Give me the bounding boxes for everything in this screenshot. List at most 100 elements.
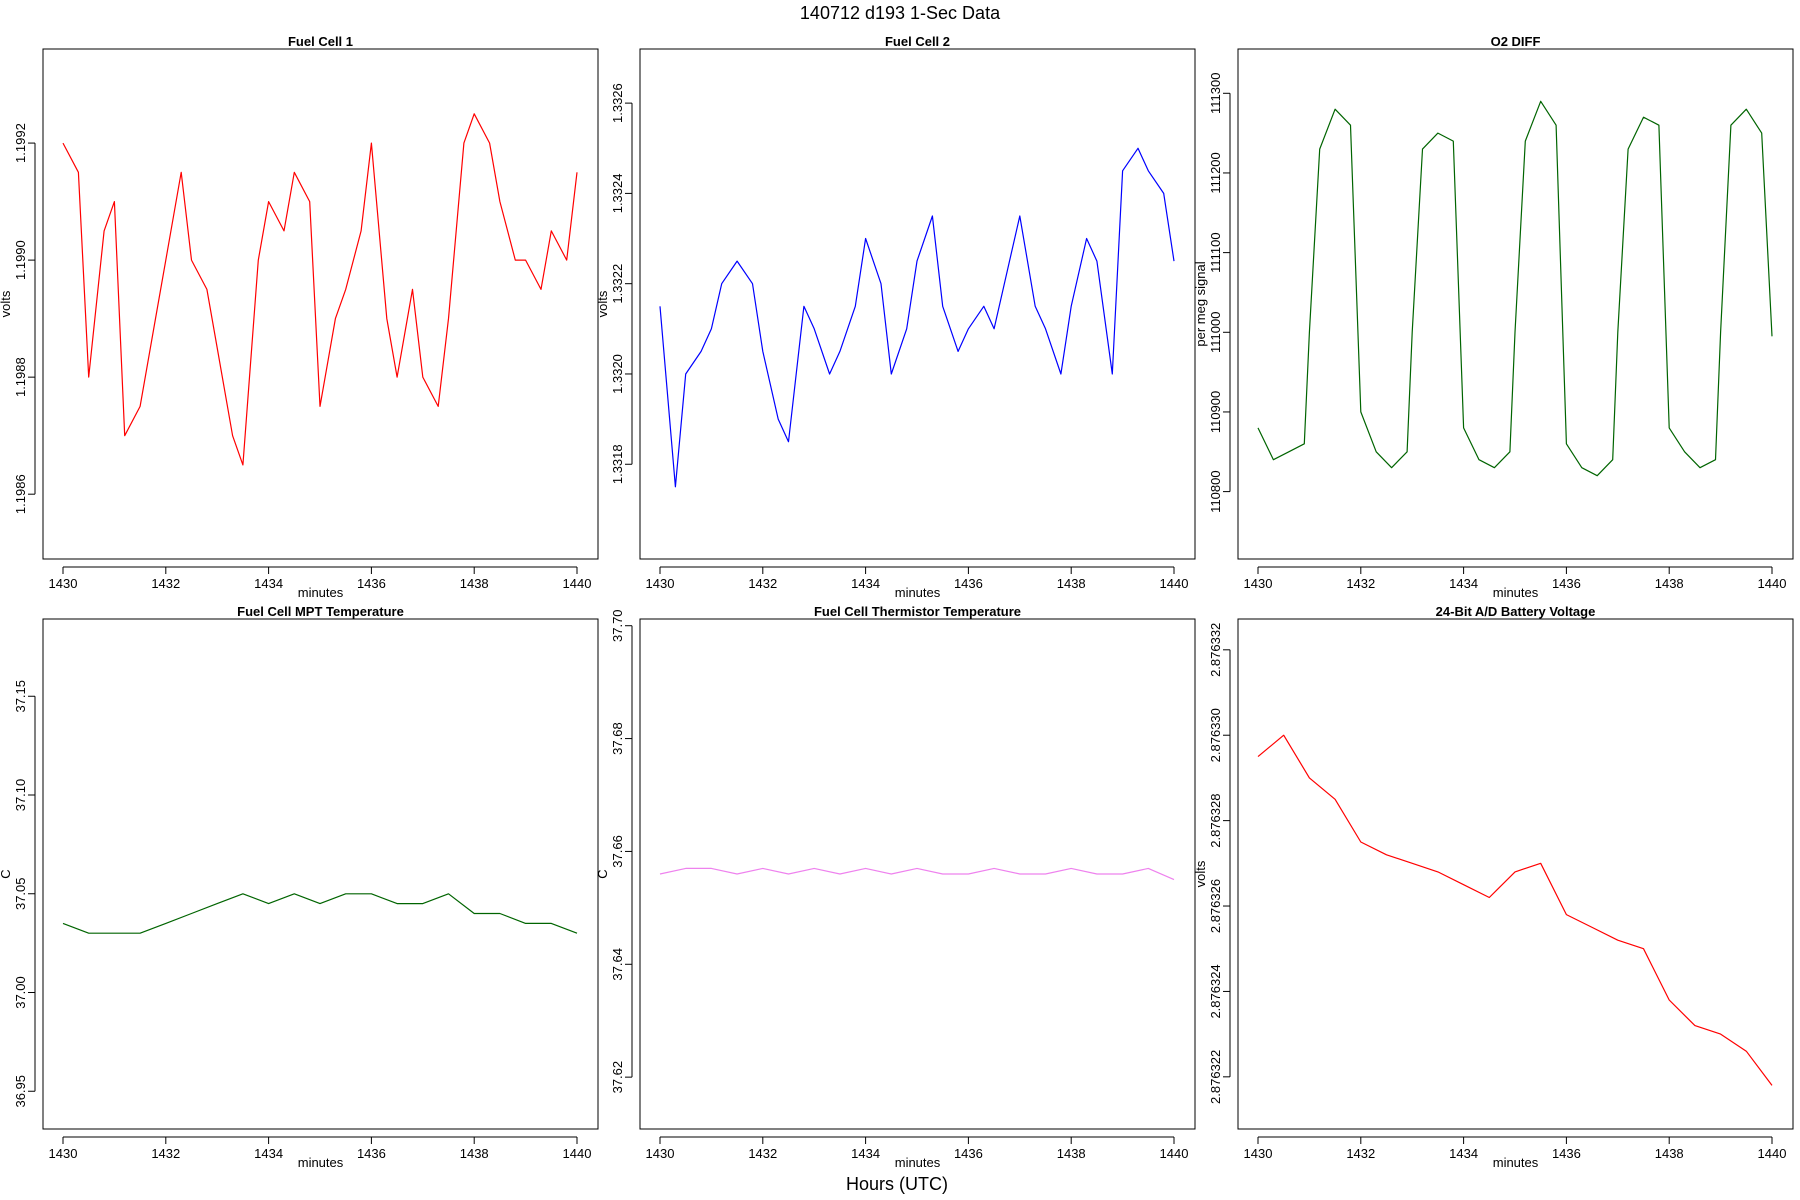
panel-2-y-tick-label: 1.3320 bbox=[610, 354, 625, 394]
panel-1-y-axis-label: volts bbox=[0, 290, 13, 317]
panel-2-fuel-cell-2: Fuel Cell 2 1430 1432 1434 1436 1438 1440 minut… bbox=[595, 34, 1196, 600]
panel-3-frame bbox=[1237, 48, 1794, 560]
panel-5-y-tick-label: 37.68 bbox=[610, 722, 625, 755]
panel-4-x-tick-label: 1434 bbox=[254, 1146, 283, 1161]
panel-1-x-tick-label: 1440 bbox=[563, 576, 592, 591]
panel-4-x-tick-label: 1432 bbox=[151, 1146, 180, 1161]
panel-3-y-tick-label: 111200 bbox=[1208, 152, 1223, 193]
panel-5-x-tick-label: 1440 bbox=[1160, 1146, 1189, 1161]
panel-4-x-axis-label: minutes bbox=[298, 1155, 344, 1170]
panel-1-x-tick-label: 1430 bbox=[49, 576, 78, 591]
panel-4-fuel-cell-mpt-temperature: Fuel Cell MPT Temperature 1430 1432 1434 143… bbox=[0, 604, 599, 1170]
panel-2-y-tick-label: 1.3322 bbox=[610, 264, 625, 304]
panel-5-y-axis-label: C bbox=[595, 869, 610, 878]
panel-3-x-tick-label: 1432 bbox=[1346, 576, 1375, 591]
panel-3-y-tick-label: 111300 bbox=[1208, 73, 1223, 114]
panel-6-y-tick-label: 2.876332 bbox=[1208, 623, 1223, 677]
panel-6-y-tick-label: 2.876322 bbox=[1208, 1050, 1223, 1104]
panel-2-y-axis-label: volts bbox=[595, 290, 610, 317]
panel-3-x-tick-label: 1434 bbox=[1449, 576, 1478, 591]
panel-3-y-axis-label: per meg signal bbox=[1193, 261, 1208, 346]
panel-1-x-tick-label: 1438 bbox=[460, 576, 489, 591]
panel-4-y-axis-label: C bbox=[0, 869, 13, 878]
panel-1-x-tick-label: 1432 bbox=[151, 576, 180, 591]
panel-2-x-tick-label: 1432 bbox=[748, 576, 777, 591]
panel-5-x-axis-label: minutes bbox=[895, 1155, 941, 1170]
panel-3-x-axis-label: minutes bbox=[1493, 585, 1539, 600]
panel-4-series-line bbox=[62, 893, 578, 934]
panel-1-y-tick-label: 1.1988 bbox=[13, 357, 28, 397]
panel-3-x-tick-label: 1436 bbox=[1552, 576, 1581, 591]
panel-2-x-tick-label: 1440 bbox=[1160, 576, 1189, 591]
panel-4-x-tick-label: 1440 bbox=[563, 1146, 592, 1161]
panel-4-y-tick-label: 37.00 bbox=[13, 976, 28, 1009]
panel-5-fuel-cell-thermistor-temperature: Fuel Cell Thermistor Temperature 1430 1432… bbox=[595, 604, 1196, 1170]
panel-3-x-tick-label: 1440 bbox=[1758, 576, 1787, 591]
panel-1-fuel-cell-1: Fuel Cell 1 1430 1432 1434 1436 1438 1440 minut… bbox=[0, 34, 599, 600]
panel-6-frame bbox=[1237, 618, 1794, 1130]
chart-panels: Fuel Cell 1 1430 1432 1434 1436 1438 1440 minut… bbox=[0, 34, 1794, 1170]
panel-5-x-tick-label: 1432 bbox=[748, 1146, 777, 1161]
panel-5-series-line bbox=[659, 867, 1175, 881]
panel-1-y-tick-label: 1.1986 bbox=[13, 474, 28, 514]
panel-5-y-tick-label: 37.64 bbox=[610, 948, 625, 981]
panel-6-x-tick-label: 1438 bbox=[1655, 1146, 1684, 1161]
panel-3-y-tick-label: 110900 bbox=[1208, 391, 1223, 433]
panel-5-y-tick-label: 37.70 bbox=[610, 609, 625, 642]
panel-6-y-tick-label: 2.876328 bbox=[1208, 794, 1223, 848]
panel-3-y-tick-label: 111100 bbox=[1208, 232, 1223, 273]
panel-5-x-tick-label: 1438 bbox=[1057, 1146, 1086, 1161]
panel-1-series-line bbox=[62, 113, 578, 466]
panel-3-y-tick-label: 110800 bbox=[1208, 470, 1223, 512]
panel-4-title: Fuel Cell MPT Temperature bbox=[237, 604, 404, 619]
panel-2-x-tick-label: 1430 bbox=[646, 576, 675, 591]
panel-1-x-tick-label: 1436 bbox=[357, 576, 386, 591]
panel-6-x-tick-label: 1434 bbox=[1449, 1146, 1478, 1161]
panel-2-x-tick-label: 1434 bbox=[851, 576, 880, 591]
panel-5-y-tick-label: 37.66 bbox=[610, 835, 625, 868]
panel-5-x-tick-label: 1434 bbox=[851, 1146, 880, 1161]
panel-3-y-tick-label: 111000 bbox=[1208, 312, 1223, 353]
outer-x-axis-label: Hours (UTC) bbox=[846, 1174, 948, 1194]
panel-4-frame bbox=[42, 618, 599, 1130]
panel-5-x-tick-label: 1430 bbox=[646, 1146, 675, 1161]
panel-1-y-tick-label: 1.1990 bbox=[13, 240, 28, 280]
panel-3-title: O2 DIFF bbox=[1491, 34, 1541, 49]
panel-2-series-line bbox=[659, 147, 1175, 488]
panel-2-y-tick-label: 1.3326 bbox=[610, 83, 625, 123]
panel-6-series-line bbox=[1257, 734, 1773, 1086]
panel-6-x-tick-label: 1430 bbox=[1244, 1146, 1273, 1161]
panel-1-y-tick-label: 1.1992 bbox=[13, 123, 28, 163]
panel-2-y-tick-label: 1.3324 bbox=[610, 174, 625, 214]
panel-2-y-tick-label: 1.3318 bbox=[610, 444, 625, 484]
panel-2-frame bbox=[639, 48, 1196, 560]
panel-6-24-bit-a-d-battery-voltage: 24-Bit A/D Battery Voltage 1430 1432 1434 14… bbox=[1193, 604, 1794, 1170]
panel-1-frame bbox=[42, 48, 599, 560]
panel-3-x-tick-label: 1430 bbox=[1244, 576, 1273, 591]
panel-4-y-tick-label: 37.10 bbox=[13, 779, 28, 812]
panel-2-x-tick-label: 1436 bbox=[954, 576, 983, 591]
panel-5-frame bbox=[639, 618, 1196, 1130]
panel-4-x-tick-label: 1438 bbox=[460, 1146, 489, 1161]
panel-4-x-tick-label: 1430 bbox=[49, 1146, 78, 1161]
panel-4-y-tick-label: 36.95 bbox=[13, 1075, 28, 1108]
panel-4-y-tick-label: 37.15 bbox=[13, 680, 28, 713]
panel-2-title: Fuel Cell 2 bbox=[885, 34, 950, 49]
panel-6-x-tick-label: 1436 bbox=[1552, 1146, 1581, 1161]
panel-1-title: Fuel Cell 1 bbox=[288, 34, 353, 49]
panel-6-y-axis-label: volts bbox=[1193, 860, 1208, 887]
panel-4-x-tick-label: 1436 bbox=[357, 1146, 386, 1161]
panel-3-series-line bbox=[1257, 100, 1773, 477]
panel-6-y-tick-label: 2.876330 bbox=[1208, 708, 1223, 762]
panel-6-title: 24-Bit A/D Battery Voltage bbox=[1436, 604, 1596, 619]
panel-1-x-axis-label: minutes bbox=[298, 585, 344, 600]
panel-5-x-tick-label: 1436 bbox=[954, 1146, 983, 1161]
panel-1-x-tick-label: 1434 bbox=[254, 576, 283, 591]
panel-2-x-tick-label: 1438 bbox=[1057, 576, 1086, 591]
panel-4-y-tick-label: 37.05 bbox=[13, 877, 28, 910]
panel-6-y-tick-label: 2.876324 bbox=[1208, 964, 1223, 1018]
panel-5-title: Fuel Cell Thermistor Temperature bbox=[814, 604, 1021, 619]
panel-6-y-tick-label: 2.876326 bbox=[1208, 879, 1223, 933]
panel-3-o2-diff: O2 DIFF 1430 1432 1434 1436 1438 1440 minutes 11… bbox=[1193, 34, 1794, 600]
